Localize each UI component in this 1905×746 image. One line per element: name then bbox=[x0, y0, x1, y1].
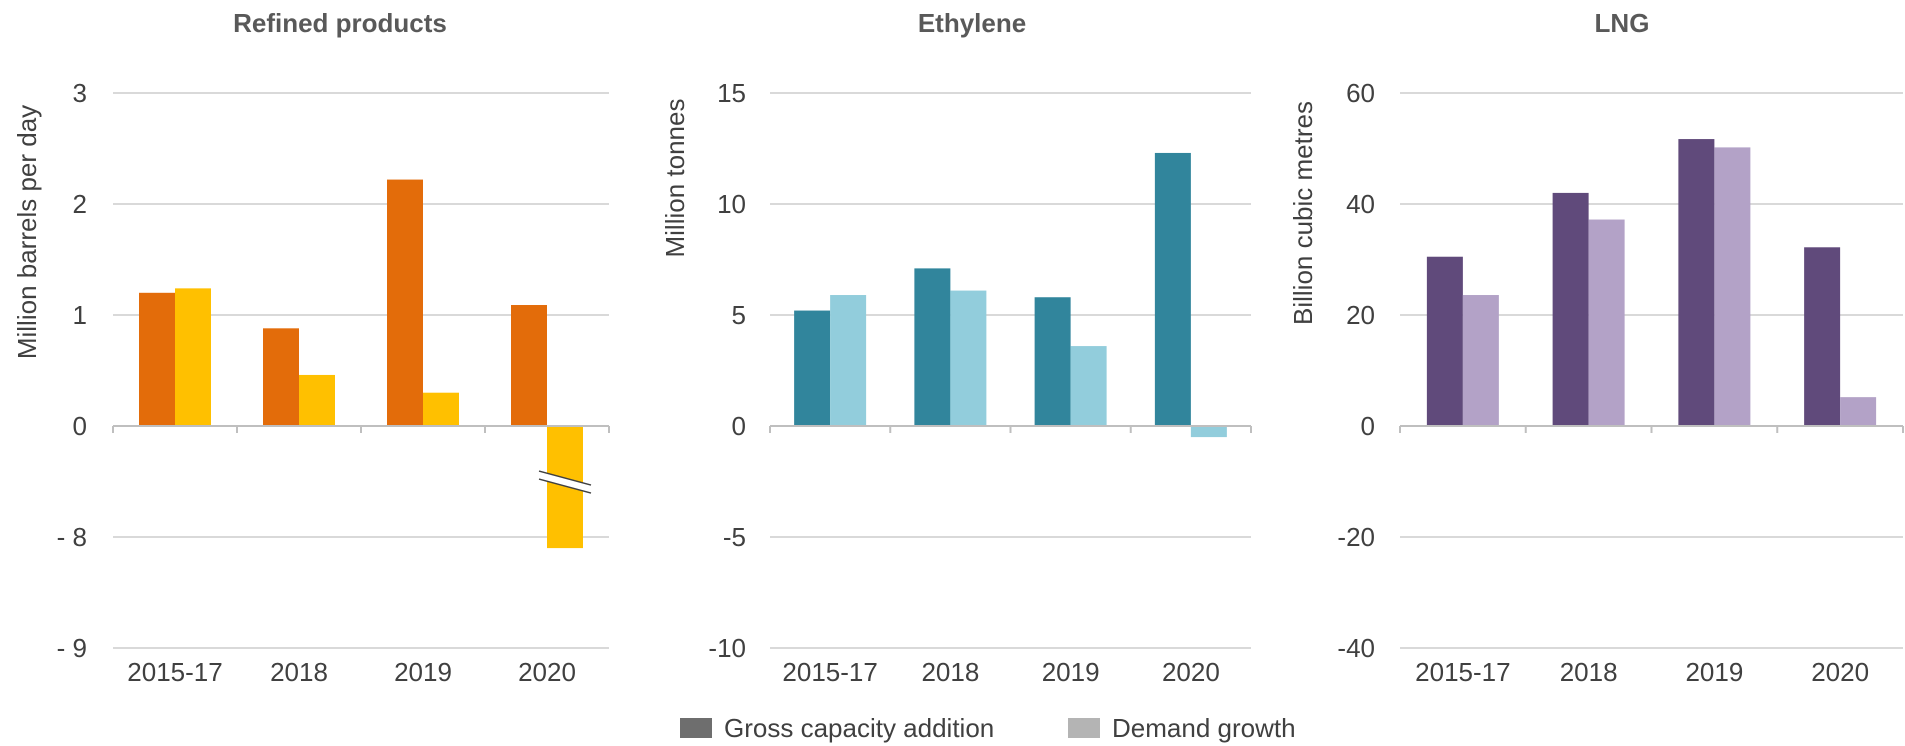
bar-gross-capacity-addition-2019 bbox=[387, 179, 423, 426]
bar-demand-growth-2018 bbox=[950, 290, 987, 426]
y-axis-label: Billion cubic metres bbox=[1288, 101, 1318, 325]
legend-swatch bbox=[680, 718, 712, 738]
x-tick-label: 2019 bbox=[1685, 657, 1743, 687]
x-tick-label: 2018 bbox=[921, 657, 979, 687]
bar-gross-capacity-addition-2020 bbox=[1804, 247, 1841, 426]
bar-gross-capacity-addition-2020 bbox=[511, 305, 547, 426]
y-tick-label: 0 bbox=[1361, 411, 1375, 441]
y-tick-label: 60 bbox=[1346, 78, 1375, 108]
y-tick-label: 0 bbox=[732, 411, 746, 441]
panel-title: LNG bbox=[1595, 8, 1650, 38]
y-tick-label: 0 bbox=[73, 411, 87, 441]
chart-panel-2: Ethylene Million tonnes 15 10 5 0 -5 -10 2015-17… bbox=[660, 8, 1252, 687]
y-tick-label: -40 bbox=[1337, 633, 1375, 663]
y-tick-label: 3 bbox=[73, 78, 87, 108]
panel-title: Refined products bbox=[233, 8, 447, 38]
y-axis-label: Million barrels per day bbox=[12, 105, 42, 359]
y-tick-label: - 9 bbox=[57, 633, 87, 663]
legend: Gross capacity addition Demand growth bbox=[680, 713, 1296, 743]
bar-gross-capacity-addition-2015-17 bbox=[1426, 256, 1463, 426]
y-tick-label: 2 bbox=[73, 189, 87, 219]
bar-gross-capacity-addition-2020 bbox=[1154, 152, 1191, 426]
x-tick-label: 2020 bbox=[1162, 657, 1220, 687]
y-tick-label: -5 bbox=[723, 522, 746, 552]
legend-label: Gross capacity addition bbox=[724, 713, 994, 743]
y-tick-label: 1 bbox=[73, 300, 87, 330]
panel-title: Ethylene bbox=[918, 8, 1026, 38]
bar-demand-growth-2018 bbox=[1588, 219, 1625, 426]
x-tick-label: 2020 bbox=[518, 657, 576, 687]
x-tick-label: 2020 bbox=[1811, 657, 1869, 687]
bar-demand-growth-2020 bbox=[1190, 426, 1227, 438]
y-tick-label: - 8 bbox=[57, 522, 87, 552]
y-tick-label: -20 bbox=[1337, 522, 1375, 552]
y-tick-label: 5 bbox=[732, 300, 746, 330]
bar-demand-growth-2015-17 bbox=[830, 295, 867, 426]
bar-gross-capacity-addition-2015-17 bbox=[794, 310, 831, 426]
bar-demand-growth-2020 bbox=[1840, 397, 1877, 426]
bar-demand-growth-2018 bbox=[299, 374, 335, 426]
y-tick-label: 10 bbox=[717, 189, 746, 219]
x-tick-label: 2015-17 bbox=[1415, 657, 1510, 687]
y-tick-label: 40 bbox=[1346, 189, 1375, 219]
bar-gross-capacity-addition-2018 bbox=[1552, 192, 1589, 426]
axis-break-mark bbox=[538, 470, 592, 486]
bar-gross-capacity-addition-2015-17 bbox=[139, 292, 175, 426]
bar-demand-growth-2019 bbox=[1714, 147, 1751, 426]
chart-panel-1: Refined products Million barrels per day 3… bbox=[12, 8, 610, 687]
axis-break-gap bbox=[539, 471, 591, 494]
y-axis-label: Million tonnes bbox=[660, 99, 690, 258]
legend-swatch bbox=[1068, 718, 1100, 738]
legend-label: Demand growth bbox=[1112, 713, 1296, 743]
x-tick-label: 2018 bbox=[270, 657, 328, 687]
chart-panel-3: LNG Billion cubic metres 60 40 20 0 -20 -40 2015… bbox=[1288, 8, 1904, 687]
x-tick-label: 2015-17 bbox=[127, 657, 222, 687]
bar-gross-capacity-addition-2019 bbox=[1678, 139, 1715, 426]
y-tick-label: -10 bbox=[708, 633, 746, 663]
axis-break-mark bbox=[538, 478, 592, 494]
x-tick-label: 2015-17 bbox=[782, 657, 877, 687]
y-tick-label: 20 bbox=[1346, 300, 1375, 330]
x-tick-label: 2019 bbox=[1042, 657, 1100, 687]
bar-gross-capacity-addition-2018 bbox=[263, 328, 299, 426]
bar-demand-growth-2019 bbox=[1070, 346, 1107, 426]
x-tick-label: 2019 bbox=[394, 657, 452, 687]
bar-gross-capacity-addition-2019 bbox=[1034, 297, 1071, 426]
bar-gross-capacity-addition-2018 bbox=[914, 268, 951, 426]
x-tick-label: 2018 bbox=[1560, 657, 1618, 687]
bar-demand-growth-2015-17 bbox=[175, 288, 211, 426]
y-tick-label: 15 bbox=[717, 78, 746, 108]
bar-demand-growth-2015-17 bbox=[1462, 295, 1499, 426]
bar-demand-growth-2019 bbox=[423, 392, 459, 426]
